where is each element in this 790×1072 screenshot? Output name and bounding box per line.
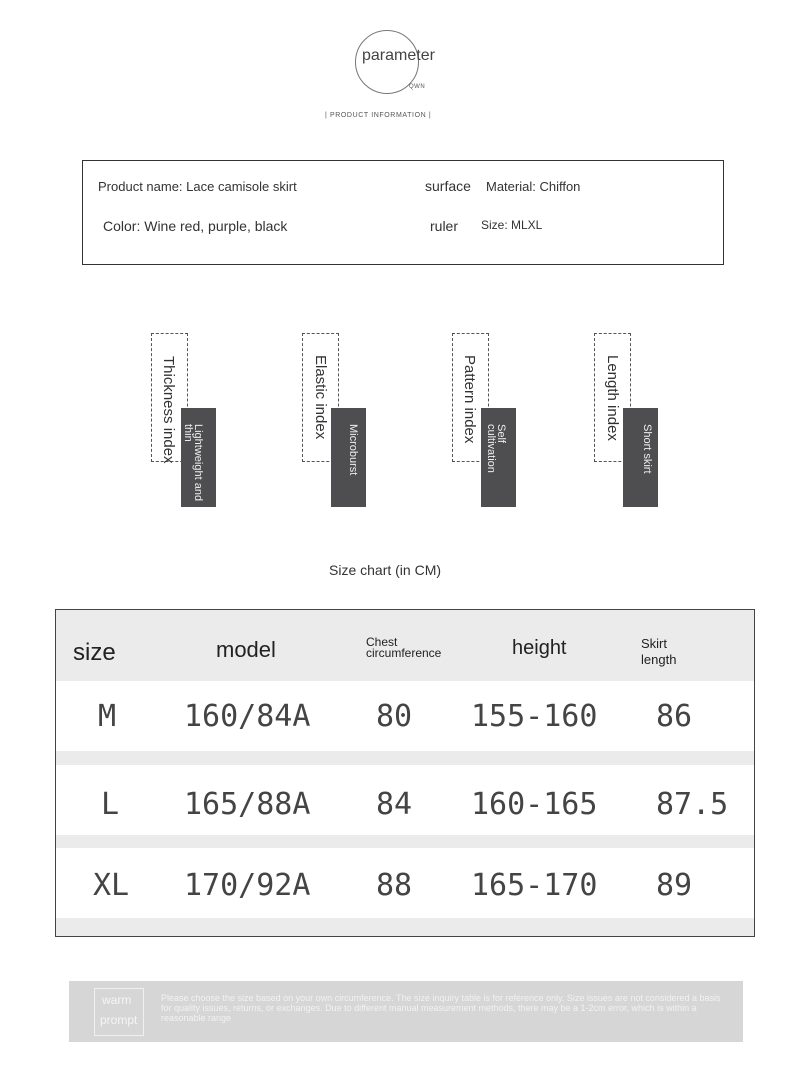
section-title: | PRODUCT INFORMATION | xyxy=(325,112,432,119)
cell-model: 170/92A xyxy=(184,868,311,903)
table-row: XL 170/92A 88 165-170 89 xyxy=(56,848,754,918)
index-label: Elastic index xyxy=(312,355,329,440)
header-height: height xyxy=(512,637,567,659)
warm-prompt-frame xyxy=(94,988,144,1036)
index-label: Pattern index xyxy=(461,355,478,444)
index-value-box xyxy=(331,408,366,507)
cell-skirt-length: 86 xyxy=(656,699,693,734)
cell-chest: 88 xyxy=(376,868,413,903)
cell-height: 160-165 xyxy=(471,787,598,822)
cell-chest: 80 xyxy=(376,699,413,734)
cell-size: L xyxy=(101,787,120,822)
logo-subtext: QWN xyxy=(409,84,426,90)
logo-text: parameter xyxy=(362,47,435,64)
header-skirt-length: Skirt length xyxy=(641,636,677,667)
logo-circle xyxy=(355,30,419,94)
cell-model: 160/84A xyxy=(184,699,311,734)
size: Size: MLXL xyxy=(481,218,543,232)
cell-height: 165-170 xyxy=(471,868,598,903)
index-value-box xyxy=(623,408,658,507)
index-value: Microburst xyxy=(347,424,359,476)
cell-skirt-length: 89 xyxy=(656,868,693,903)
header-chest: Chest circumference xyxy=(366,635,442,660)
header-model: model xyxy=(216,637,276,662)
material: Material: Chiffon xyxy=(486,179,581,194)
index-label: Length index xyxy=(604,355,621,441)
size-table: size model Chest circumference height Sk… xyxy=(55,609,755,937)
product-name: Product name: Lace camisole skirt xyxy=(98,179,297,194)
header-size: size xyxy=(73,639,116,666)
cell-size: XL xyxy=(93,868,130,903)
index-frame xyxy=(594,333,631,462)
surface-tag: surface xyxy=(425,178,471,194)
cell-chest: 84 xyxy=(376,787,413,822)
ruler-tag: ruler xyxy=(430,218,459,234)
cell-size: M xyxy=(98,699,117,734)
warm-prompt-text: Please choose the size based on your own… xyxy=(161,993,721,1023)
index-value: Self cultivation xyxy=(485,424,507,473)
cell-model: 165/88A xyxy=(184,787,311,822)
product-info-box xyxy=(82,160,724,265)
index-frame xyxy=(452,333,489,462)
index-label: Thickness index xyxy=(160,356,177,464)
cell-skirt-length: 87.5 xyxy=(656,787,729,822)
index-value-box xyxy=(181,408,216,507)
warm-prompt-banner xyxy=(69,981,743,1042)
warm-prompt-label: prompt xyxy=(100,1013,138,1027)
index-value: Short skirt xyxy=(641,424,653,474)
index-value: Lightweight and thin xyxy=(182,424,204,502)
table-row: M 160/84A 80 155-160 86 xyxy=(56,681,754,751)
table-row: L 165/88A 84 160-165 87.5 xyxy=(56,765,754,835)
cell-height: 155-160 xyxy=(471,699,598,734)
warm-prompt-label: warm xyxy=(102,993,132,1007)
index-frame xyxy=(302,333,339,462)
size-chart-title: Size chart (in CM) xyxy=(329,562,442,578)
index-frame xyxy=(151,333,188,462)
color: Color: Wine red, purple, black xyxy=(103,218,288,234)
index-value-box xyxy=(481,408,516,507)
